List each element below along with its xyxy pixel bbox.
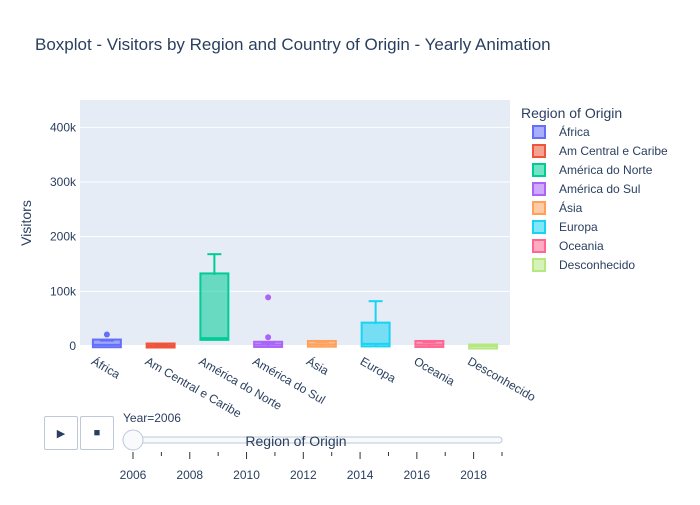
legend-label: Ásia xyxy=(559,200,583,215)
stop-icon: ■ xyxy=(93,427,101,439)
slider-tick-label: 2016 xyxy=(403,468,430,482)
y-tick-label: 300k xyxy=(50,175,77,189)
legend-swatch xyxy=(532,144,546,158)
box-traces xyxy=(91,253,499,350)
y-tick-label: 100k xyxy=(50,284,77,298)
legend-item[interactable]: Oceania xyxy=(532,239,604,253)
legend-swatch xyxy=(532,182,546,196)
box-4 xyxy=(306,339,337,348)
legend-item[interactable]: Ásia xyxy=(532,200,583,215)
box-iqr xyxy=(360,321,391,348)
stop-button[interactable]: ■ xyxy=(80,416,114,450)
plot-area xyxy=(80,100,510,346)
legend-label: Am Central e Caribe xyxy=(559,144,668,158)
legend-label: América do Norte xyxy=(559,163,653,177)
y-tick-label: 400k xyxy=(50,120,77,134)
slider-tick-label: 2010 xyxy=(233,468,260,482)
legend-title: Region of Origin xyxy=(521,105,622,121)
slider-ticks xyxy=(132,452,503,459)
legend-item[interactable]: Am Central e Caribe xyxy=(532,144,668,158)
x-tick-label: Oceania xyxy=(411,354,457,389)
y-axis-title: Visitors xyxy=(18,200,34,246)
legend-item[interactable]: África xyxy=(532,124,590,139)
slider-tick-label: 2018 xyxy=(460,468,487,482)
y-tick-labels: 0 100k 200k 300k 400k xyxy=(50,120,77,353)
legend: África Am Central e Caribe América do Nort… xyxy=(532,124,668,272)
box-1 xyxy=(145,342,176,349)
chart-title: Boxplot - Visitors by Region and Country… xyxy=(35,35,551,54)
slider-handle[interactable] xyxy=(122,429,144,451)
x-tick-label: Ásia xyxy=(304,353,332,378)
slider-tick-label: 2008 xyxy=(176,468,203,482)
play-button[interactable]: ▶ xyxy=(44,416,78,450)
legend-swatch xyxy=(532,239,546,253)
box-6 xyxy=(414,339,445,348)
legend-item[interactable]: América do Norte xyxy=(532,163,653,177)
outlier-point xyxy=(103,331,110,338)
legend-label: Desconhecido xyxy=(559,258,635,272)
x-tick-label: Europa xyxy=(358,354,399,386)
box-iqr xyxy=(91,338,122,349)
slider-tick-label: 2006 xyxy=(120,468,147,482)
outlier-point xyxy=(265,294,272,301)
x-tick-label: África xyxy=(89,353,123,381)
legend-swatch xyxy=(532,125,546,139)
outlier-point xyxy=(265,334,272,341)
legend-item[interactable]: Europa xyxy=(532,220,598,234)
slider-tick-label: 2014 xyxy=(347,468,374,482)
box-7 xyxy=(468,343,499,350)
box-2 xyxy=(199,253,230,341)
y-tick-label: 200k xyxy=(50,230,77,244)
box-5 xyxy=(360,300,391,348)
legend-swatch xyxy=(532,163,546,177)
slider-tick-labels: 2006 2008 2010 2012 2014 2016 2018 xyxy=(120,468,488,482)
legend-swatch xyxy=(532,201,546,215)
box-0 xyxy=(91,331,122,349)
legend-label: Europa xyxy=(559,220,598,234)
legend-item[interactable]: Desconhecido xyxy=(532,258,635,272)
legend-item[interactable]: América do Sul xyxy=(532,182,640,196)
box-3 xyxy=(253,294,284,348)
play-icon: ▶ xyxy=(56,427,66,440)
slider-current-value: Year=2006 xyxy=(123,411,181,425)
x-tick-label: Desconhecido xyxy=(465,354,538,404)
legend-label: África xyxy=(559,124,590,139)
legend-label: Oceania xyxy=(559,239,604,253)
legend-swatch xyxy=(532,220,546,234)
box-iqr xyxy=(199,272,230,341)
legend-swatch xyxy=(532,258,546,272)
legend-label: América do Sul xyxy=(559,182,640,196)
slider-tick-label: 2012 xyxy=(290,468,317,482)
x-axis-title: Region of Origin xyxy=(245,433,346,449)
y-tick-label: 0 xyxy=(69,339,76,353)
